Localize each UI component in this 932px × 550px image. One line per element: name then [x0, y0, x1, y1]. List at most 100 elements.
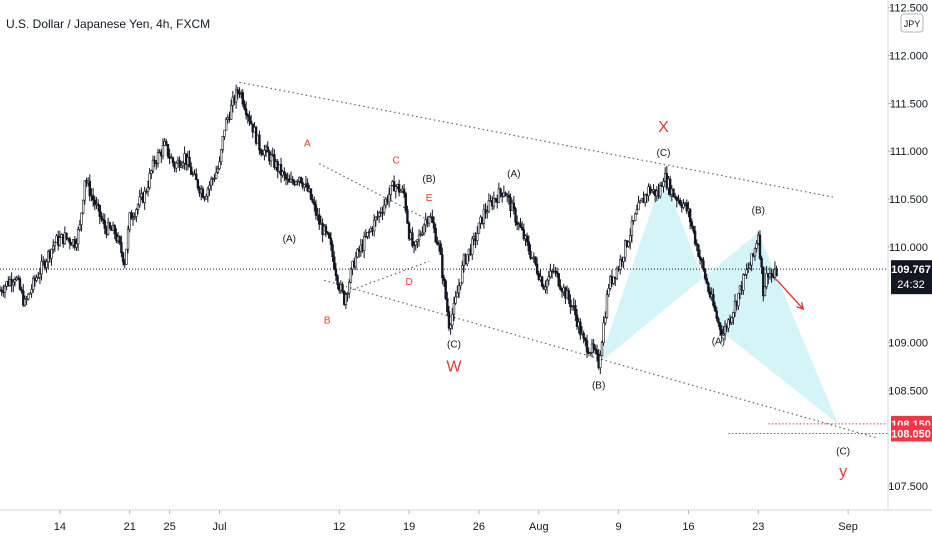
- candle-body: [476, 233, 479, 241]
- candle: [76, 226, 80, 252]
- candle-body: [520, 226, 524, 230]
- candle-body: [534, 256, 537, 265]
- candle: [540, 275, 544, 288]
- candle-body: [414, 240, 417, 246]
- candle: [88, 174, 91, 202]
- time-tick-label: 21: [124, 521, 136, 533]
- candle: [389, 184, 392, 202]
- candle-body: [492, 198, 496, 207]
- candle-body: [758, 234, 762, 259]
- candle-body: [703, 268, 707, 279]
- candle-body: [615, 268, 619, 279]
- candle-body: [698, 256, 702, 260]
- candle-body: [600, 342, 604, 357]
- candle-body: [547, 276, 550, 281]
- candle-body: [592, 343, 595, 350]
- candle: [249, 114, 253, 125]
- candle-body: [718, 322, 722, 330]
- candle: [406, 205, 409, 225]
- candle: [594, 344, 597, 355]
- candle: [309, 188, 313, 201]
- candle: [294, 180, 298, 186]
- candle-body: [519, 223, 522, 228]
- candle-body: [452, 302, 456, 315]
- wave-label: (C): [657, 148, 671, 159]
- candle-body: [537, 273, 540, 280]
- candle-body: [12, 281, 15, 286]
- candle: [434, 223, 437, 244]
- candle-body: [585, 340, 589, 353]
- candle-body: [762, 266, 765, 297]
- time-tick-label: 9: [616, 521, 622, 533]
- candle-body: [372, 219, 376, 232]
- candle: [534, 256, 537, 267]
- candle: [471, 236, 474, 261]
- price-tick-label: 109.000: [888, 338, 928, 350]
- candle: [748, 262, 752, 269]
- candle-body: [243, 103, 246, 110]
- candle: [449, 323, 452, 335]
- candle: [259, 148, 263, 157]
- candle: [328, 232, 331, 239]
- candle-body: [344, 294, 348, 305]
- candle-body: [125, 248, 128, 265]
- candle-body: [434, 228, 437, 243]
- candle-body: [579, 321, 582, 336]
- candle-body: [269, 154, 273, 162]
- candle: [758, 230, 762, 261]
- candle: [441, 247, 444, 285]
- candle-body: [22, 290, 25, 306]
- time-tick-label: 14: [54, 521, 66, 533]
- candle-body: [637, 202, 640, 211]
- candle-body: [387, 194, 391, 203]
- candle-body: [559, 285, 562, 290]
- candle-body: [512, 202, 516, 209]
- candle-body: [630, 220, 634, 236]
- candle: [537, 270, 540, 281]
- candle: [168, 148, 171, 165]
- candle: [374, 216, 378, 227]
- candle-body: [727, 319, 730, 329]
- candle: [700, 257, 703, 269]
- candle-body: [103, 220, 106, 229]
- candle-body: [309, 188, 313, 200]
- candle-body: [258, 134, 261, 151]
- candle-body: [451, 313, 454, 326]
- candle-body: [675, 197, 679, 201]
- candle-body: [65, 232, 68, 239]
- candle: [236, 86, 239, 100]
- candle: [263, 144, 266, 161]
- time-axis-panel[interactable]: [0, 511, 932, 550]
- candle-body: [775, 268, 778, 277]
- currency-badge[interactable]: JPY: [900, 13, 924, 33]
- candle-body: [78, 224, 82, 230]
- candle: [486, 205, 489, 219]
- candle: [600, 340, 604, 357]
- candle-body: [732, 312, 735, 318]
- candle: [349, 267, 353, 284]
- candle: [477, 222, 481, 234]
- candle: [311, 194, 314, 204]
- candle-body: [770, 272, 773, 276]
- candle: [514, 206, 517, 227]
- harmonic-patterns: [598, 175, 839, 424]
- candle-body: [216, 168, 220, 173]
- candle-body: [497, 188, 501, 203]
- candle: [27, 293, 30, 301]
- candle-body: [634, 213, 637, 221]
- candle-body: [175, 162, 178, 169]
- candle-body: [682, 203, 685, 208]
- candle-body: [367, 231, 371, 233]
- candle-body: [38, 273, 42, 278]
- candle-body: [436, 241, 439, 245]
- candle: [96, 199, 100, 212]
- candle: [30, 284, 33, 298]
- candle: [688, 207, 692, 230]
- candle: [329, 231, 333, 251]
- candle-body: [763, 286, 767, 297]
- candle-body: [133, 216, 136, 219]
- candle-body: [407, 222, 411, 240]
- candle-body: [525, 235, 529, 243]
